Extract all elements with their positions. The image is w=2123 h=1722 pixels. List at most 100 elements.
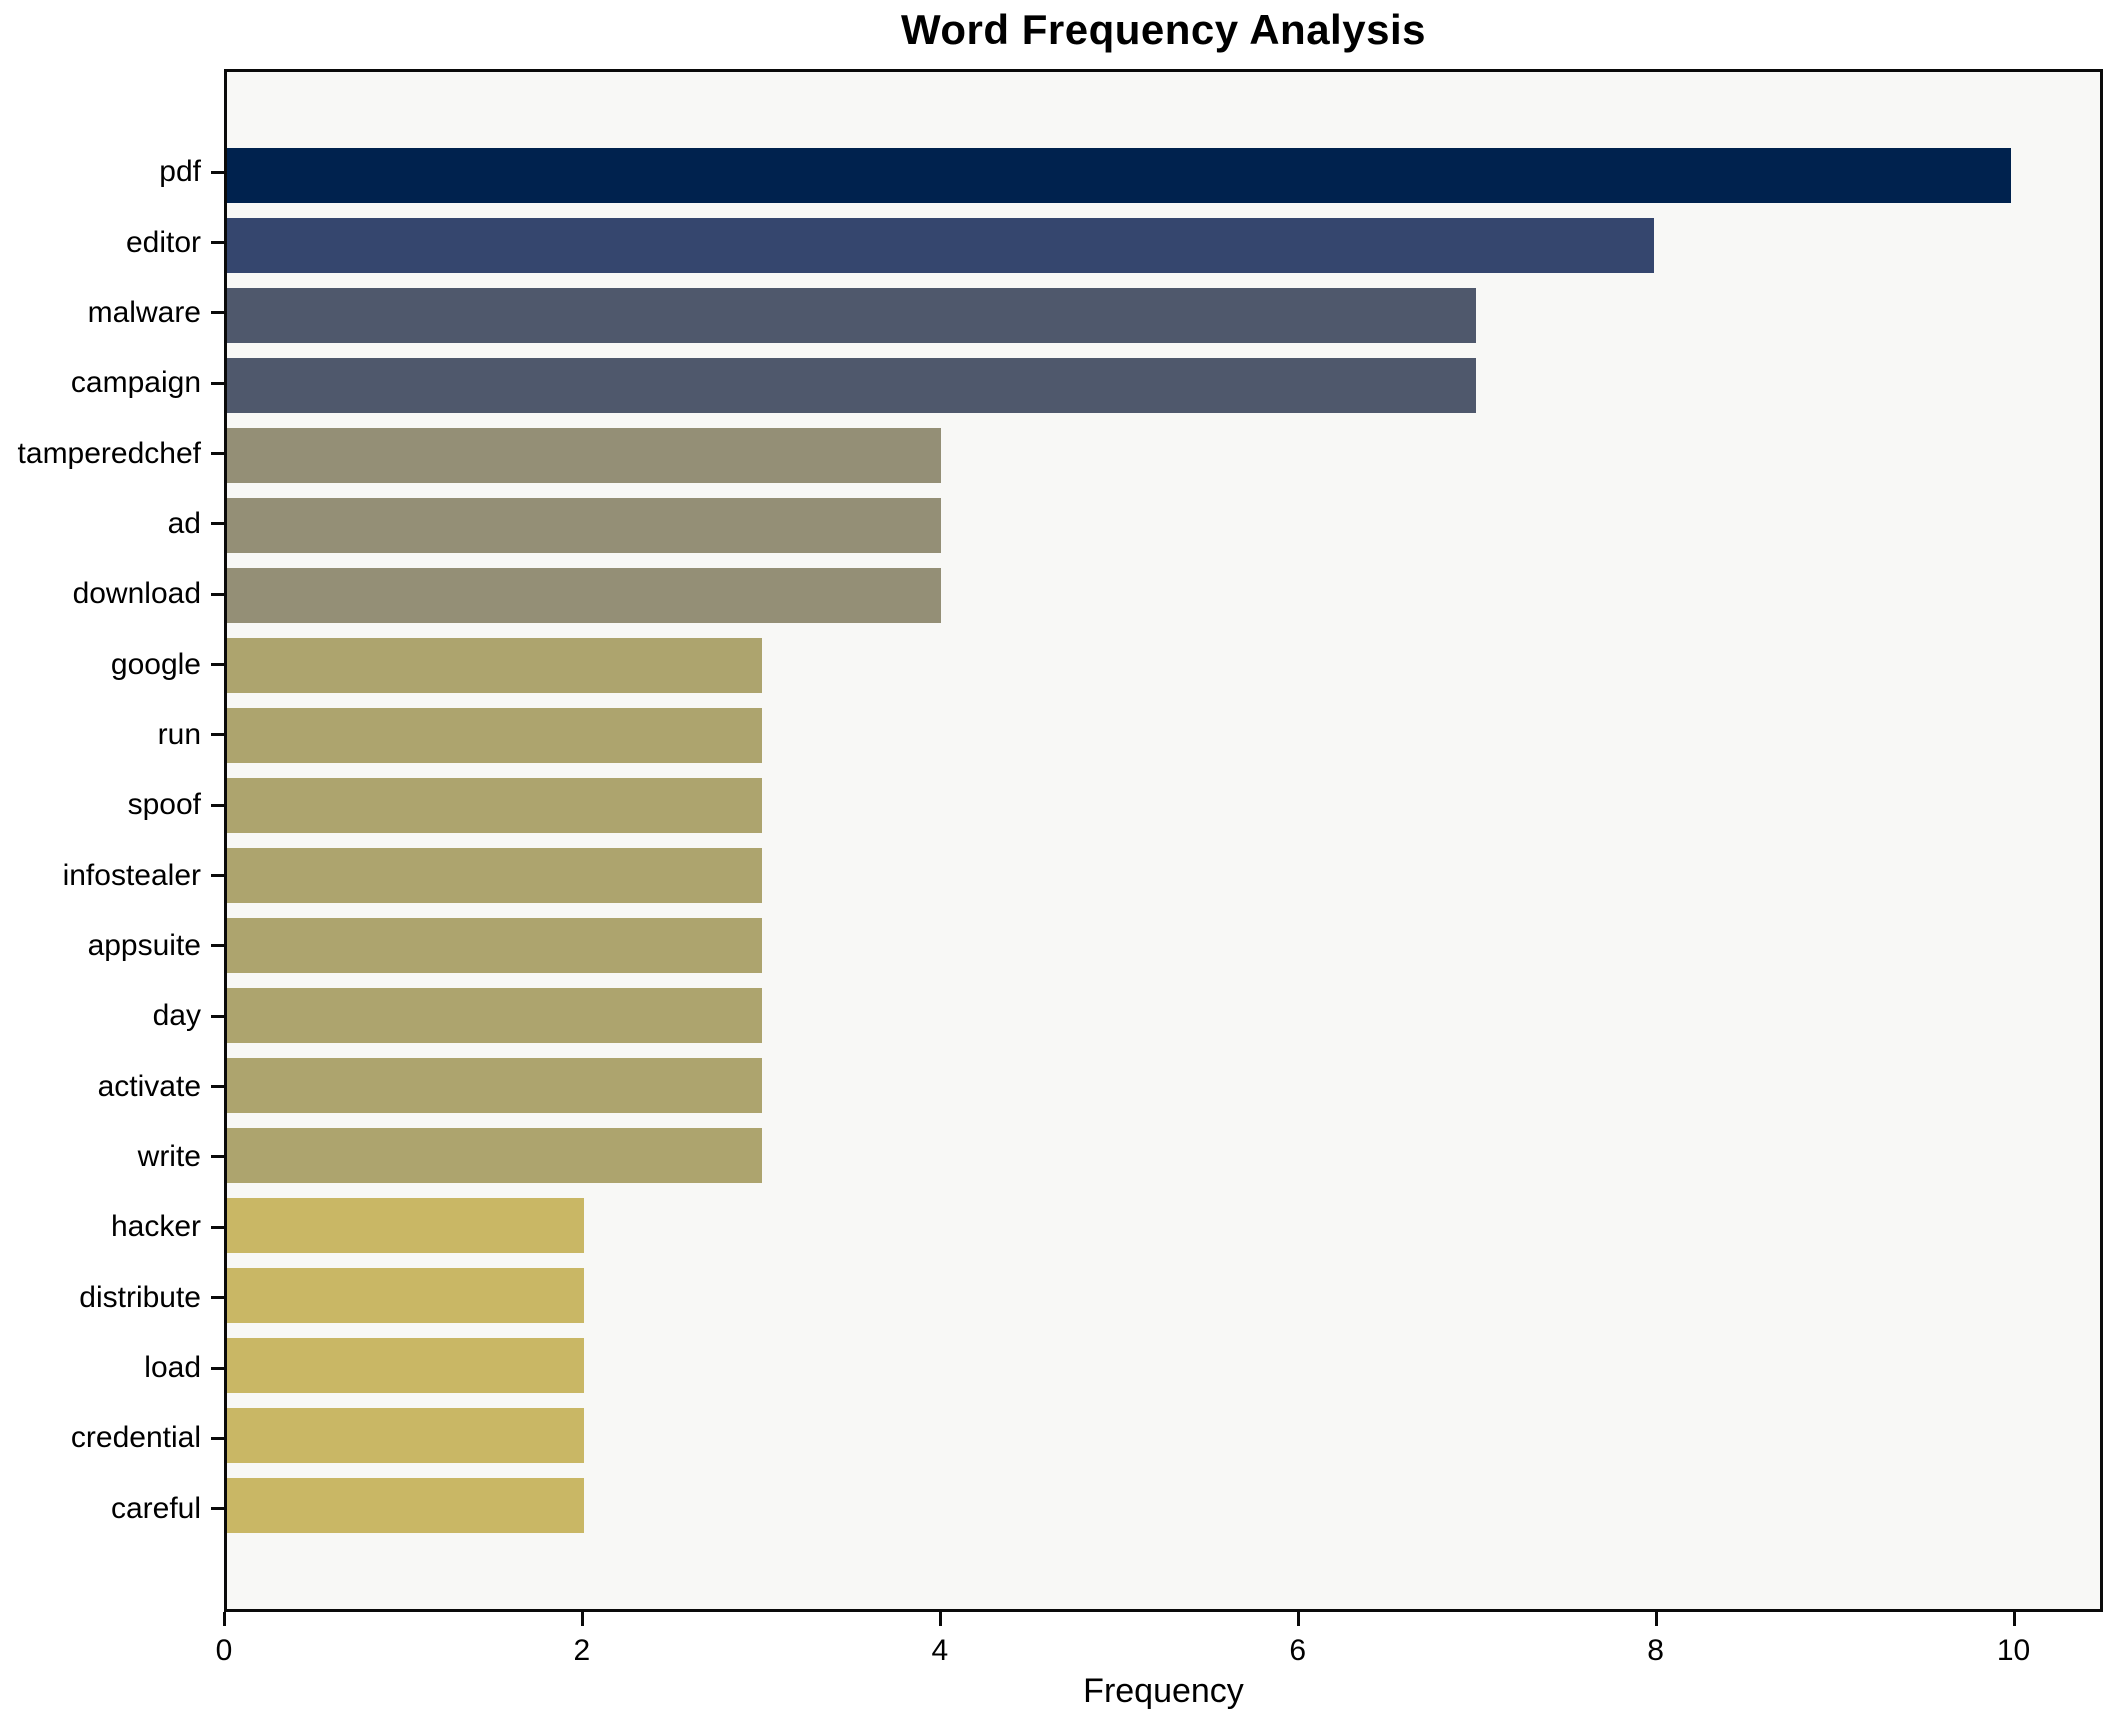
y-label-day: day bbox=[152, 999, 201, 1033]
y-label-row-distribute: distribute bbox=[0, 1263, 224, 1333]
bar-row-distribute bbox=[227, 1261, 2100, 1331]
y-label-credential: credential bbox=[70, 1421, 201, 1455]
bar-row-load bbox=[227, 1331, 2100, 1401]
y-axis-labels: pdf editor malware campaign tamperedchef ad do… bbox=[0, 69, 224, 1612]
plot-area bbox=[224, 69, 2103, 1612]
y-tick-malware bbox=[211, 311, 224, 315]
bar-credential bbox=[227, 1408, 584, 1464]
bar-run bbox=[227, 707, 763, 763]
bar-row-credential bbox=[227, 1401, 2100, 1471]
bar-hacker bbox=[227, 1198, 584, 1254]
y-label-load: load bbox=[144, 1351, 201, 1385]
y-label-hacker: hacker bbox=[110, 1210, 201, 1244]
bar-tamperedchef bbox=[227, 427, 941, 483]
y-label-row-pdf: pdf bbox=[0, 137, 224, 207]
bar-campaign bbox=[227, 357, 1476, 413]
y-label-row-credential: credential bbox=[0, 1403, 224, 1473]
y-label-campaign: campaign bbox=[70, 366, 201, 400]
x-tick-mark-8 bbox=[1654, 1612, 1658, 1626]
bar-google bbox=[227, 637, 763, 693]
y-label-row-spoof: spoof bbox=[0, 770, 224, 840]
y-label-row-campaign: campaign bbox=[0, 348, 224, 418]
bar-row-day bbox=[227, 981, 2100, 1051]
y-tick-load bbox=[211, 1366, 224, 1370]
y-label-pdf: pdf bbox=[159, 155, 201, 189]
y-label-activate: activate bbox=[97, 1069, 201, 1103]
x-tick-label-6: 6 bbox=[1289, 1634, 1307, 1667]
y-label-row-day: day bbox=[0, 981, 224, 1051]
y-label-row-appsuite: appsuite bbox=[0, 911, 224, 981]
y-tick-appsuite bbox=[211, 944, 224, 948]
y-label-distribute: distribute bbox=[79, 1280, 201, 1314]
bar-infostealer bbox=[227, 847, 763, 903]
x-tick-mark-0 bbox=[223, 1612, 226, 1626]
y-tick-google bbox=[211, 663, 224, 667]
y-label-spoof: spoof bbox=[127, 788, 201, 822]
bar-row-ad bbox=[227, 490, 2100, 560]
bar-row-google bbox=[227, 630, 2100, 700]
y-tick-ad bbox=[211, 522, 224, 526]
y-label-row-hacker: hacker bbox=[0, 1192, 224, 1262]
bar-careful bbox=[227, 1478, 584, 1534]
y-tick-spoof bbox=[211, 803, 224, 807]
y-label-appsuite: appsuite bbox=[87, 928, 201, 962]
bar-row-hacker bbox=[227, 1191, 2100, 1261]
y-label-run: run bbox=[157, 717, 201, 751]
bar-distribute bbox=[227, 1268, 584, 1324]
y-tick-editor bbox=[211, 241, 224, 245]
y-label-row-editor: editor bbox=[0, 207, 224, 277]
bar-row-editor bbox=[227, 210, 2100, 280]
y-tick-activate bbox=[211, 1085, 224, 1089]
bar-spoof bbox=[227, 777, 763, 833]
y-label-row-google: google bbox=[0, 629, 224, 699]
bar-editor bbox=[227, 217, 1655, 273]
x-tick-mark-4 bbox=[938, 1612, 942, 1626]
bar-row-malware bbox=[227, 280, 2100, 350]
y-label-infostealer: infostealer bbox=[62, 858, 201, 892]
y-tick-write bbox=[211, 1155, 224, 1159]
bar-row-campaign bbox=[227, 350, 2100, 420]
y-tick-download bbox=[211, 592, 224, 596]
y-label-row-careful: careful bbox=[0, 1474, 224, 1544]
bar-pdf bbox=[227, 147, 2011, 203]
x-axis-label: Frequency bbox=[1083, 1672, 1244, 1710]
bar-series bbox=[227, 72, 2100, 1609]
x-tick-label-10: 10 bbox=[1996, 1634, 2031, 1667]
bar-row-download bbox=[227, 560, 2100, 630]
y-tick-distribute bbox=[211, 1296, 224, 1300]
bar-load bbox=[227, 1338, 584, 1394]
bar-row-spoof bbox=[227, 770, 2100, 840]
y-tick-day bbox=[211, 1014, 224, 1018]
bar-row-write bbox=[227, 1121, 2100, 1191]
bar-appsuite bbox=[227, 918, 763, 974]
y-tick-tamperedchef bbox=[211, 452, 224, 456]
bar-download bbox=[227, 567, 941, 623]
y-label-tamperedchef: tamperedchef bbox=[17, 436, 201, 470]
y-label-row-run: run bbox=[0, 700, 224, 770]
x-tick-label-8: 8 bbox=[1647, 1634, 1664, 1667]
y-tick-infostealer bbox=[211, 874, 224, 878]
y-tick-credential bbox=[211, 1436, 224, 1440]
bar-row-tamperedchef bbox=[227, 420, 2100, 490]
x-tick-mark-6 bbox=[1296, 1612, 1300, 1626]
bar-row-infostealer bbox=[227, 840, 2100, 910]
y-label-row-activate: activate bbox=[0, 1051, 224, 1121]
x-tick-label-2: 2 bbox=[573, 1634, 591, 1667]
y-label-row-ad: ad bbox=[0, 489, 224, 559]
x-tick-mark-10 bbox=[2012, 1612, 2016, 1626]
x-tick-mark-2 bbox=[580, 1612, 584, 1626]
bar-activate bbox=[227, 1058, 763, 1114]
bar-row-careful bbox=[227, 1471, 2100, 1541]
y-tick-pdf bbox=[211, 170, 224, 174]
y-label-download: download bbox=[72, 577, 201, 611]
y-label-row-malware: malware bbox=[0, 278, 224, 348]
y-label-careful: careful bbox=[110, 1491, 201, 1525]
x-axis: 0 2 4 6 8 10 bbox=[216, 1612, 2103, 1692]
bar-write bbox=[227, 1128, 763, 1184]
bar-day bbox=[227, 988, 763, 1044]
x-tick-label-4: 4 bbox=[931, 1634, 949, 1667]
bar-row-activate bbox=[227, 1051, 2100, 1121]
chart-title: Word Frequency Analysis bbox=[901, 6, 1426, 53]
y-label-row-load: load bbox=[0, 1333, 224, 1403]
